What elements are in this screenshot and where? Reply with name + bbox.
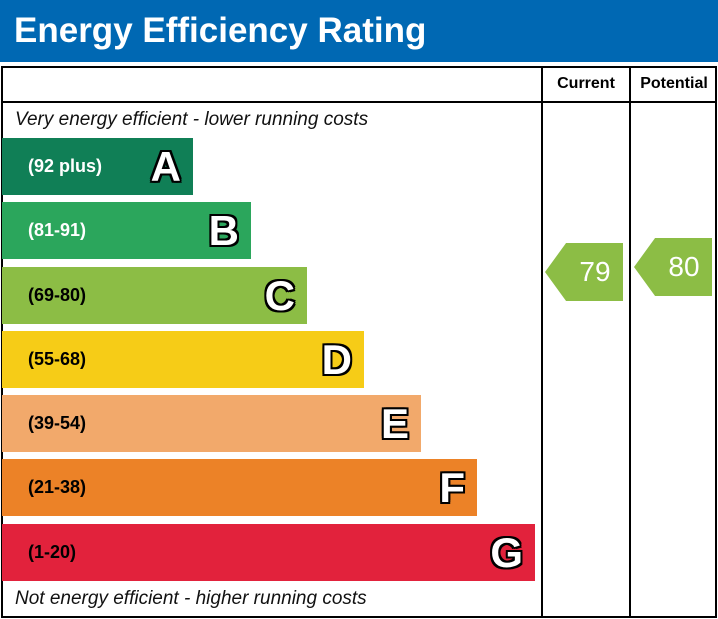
band-range: (1-20) <box>28 542 77 562</box>
top-note: Very energy efficient - lower running co… <box>15 109 369 130</box>
band-b: (81-91) B <box>2 202 251 259</box>
band-letter: E <box>380 400 409 447</box>
chart-title: Energy Efficiency Rating <box>0 0 718 62</box>
band-range: (21-38) <box>28 477 87 497</box>
band-f: (21-38) F <box>2 459 477 516</box>
band-g: (1-20) G <box>2 524 535 581</box>
header-divider <box>1 101 717 103</box>
column-divider <box>629 66 631 618</box>
current-header: Current <box>557 75 615 92</box>
band-range: (39-54) <box>28 413 87 433</box>
band-e: (39-54) E <box>2 395 421 452</box>
band-d: (55-68) D <box>2 331 364 388</box>
band-letter: D <box>321 336 352 383</box>
band-letter: F <box>439 464 465 511</box>
potential-rating-value: 80 <box>668 251 700 282</box>
band-c: (69-80) C <box>2 267 307 324</box>
band-letter: C <box>264 272 295 319</box>
band-a: (92 plus) A <box>2 138 193 195</box>
band-range: (92 plus) <box>28 156 103 176</box>
band-range: (69-80) <box>28 285 87 305</box>
band-range: (55-68) <box>28 349 87 369</box>
band-letter: G <box>490 529 523 576</box>
band-letter: B <box>208 207 239 254</box>
column-divider <box>541 66 543 618</box>
band-range: (81-91) <box>28 220 87 240</box>
potential-header: Potential <box>640 75 708 92</box>
band-letter: A <box>150 143 181 190</box>
bottom-note: Not energy efficient - higher running co… <box>15 588 367 609</box>
current-rating-value: 79 <box>579 256 611 287</box>
